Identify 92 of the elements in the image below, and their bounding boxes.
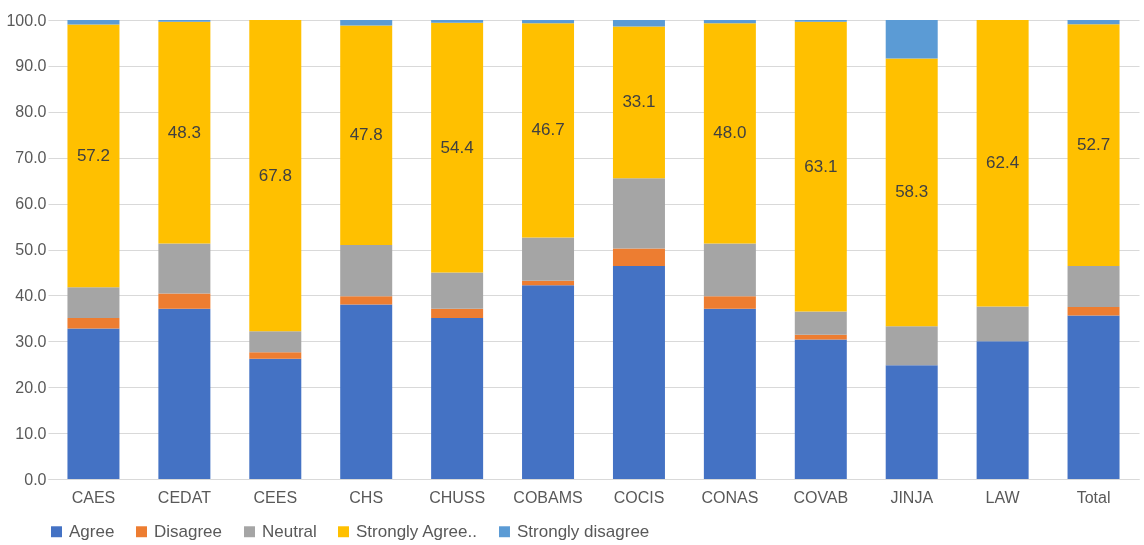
x-tick-label: CHUSS [429, 488, 486, 506]
x-tick-label: CHS [349, 488, 384, 506]
bar [67, 20, 120, 25]
x-tick-label: COVAB [793, 488, 849, 506]
bar [522, 20, 575, 24]
data-label: 58.3 [895, 182, 929, 202]
data-label: 48.0 [713, 123, 747, 143]
data-label: 46.7 [531, 120, 565, 140]
bar [431, 317, 484, 479]
bar [340, 304, 393, 479]
data-label: 57.2 [76, 145, 111, 165]
bar [1067, 24, 1120, 267]
bar [340, 25, 393, 245]
bar [158, 308, 211, 479]
bar [522, 237, 575, 281]
legend-label: Strongly Agree.. [356, 521, 477, 541]
bar [158, 293, 211, 309]
bar [703, 296, 756, 309]
bar [794, 339, 847, 479]
data-label: 54.4 [440, 137, 474, 157]
bar [67, 287, 120, 318]
bar [67, 328, 120, 479]
y-tick-label: 60.0 [15, 195, 47, 213]
y-tick-label: 20.0 [15, 378, 47, 396]
bar [158, 243, 211, 294]
bar [703, 20, 756, 24]
bar [612, 266, 665, 479]
bar [340, 20, 393, 26]
x-tick-label: Total [1076, 488, 1111, 506]
x-tick-label: CEES [253, 488, 298, 506]
x-tick-label: CONAS [701, 488, 759, 506]
y-tick-label: 10.0 [15, 424, 47, 442]
bar [340, 296, 393, 305]
y-tick-label: 70.0 [15, 149, 47, 167]
bar [431, 20, 484, 23]
bar [612, 248, 665, 267]
y-tick-label: 100.0 [6, 11, 47, 29]
bar [249, 331, 302, 353]
bar [522, 285, 575, 479]
bar [1067, 266, 1120, 307]
data-label: 63.1 [804, 156, 838, 176]
bar [67, 24, 120, 288]
x-tick-label: CEDAT [157, 488, 212, 506]
data-label: 47.8 [349, 125, 383, 145]
bar [976, 20, 1029, 307]
bar [1067, 306, 1120, 316]
bar [340, 244, 393, 297]
legend-label: Neutral [262, 521, 317, 541]
bar [885, 326, 938, 366]
bar [1067, 20, 1120, 25]
bar [612, 178, 665, 249]
bar [431, 22, 484, 273]
bar [612, 26, 665, 179]
y-tick-label: 90.0 [15, 57, 47, 75]
bar [431, 272, 484, 309]
x-tick-label: LAW [985, 488, 1021, 506]
bar [703, 23, 756, 244]
data-label: 52.7 [1076, 135, 1111, 155]
bar [249, 20, 302, 332]
x-tick-label: COCIS [613, 488, 665, 506]
bar [158, 21, 211, 244]
y-tick-label: 80.0 [15, 103, 47, 121]
bar [522, 23, 575, 238]
bar [885, 58, 938, 327]
data-label: 48.3 [167, 122, 201, 142]
y-tick-label: 40.0 [15, 286, 47, 304]
y-tick-label: 0.0 [24, 470, 47, 488]
bar [249, 358, 302, 479]
bar [976, 341, 1029, 479]
y-tick-label: 30.0 [15, 332, 47, 350]
bar [249, 352, 302, 359]
bar [612, 20, 665, 27]
data-label: 62.4 [986, 153, 1020, 173]
legend-label: Agree [69, 521, 115, 541]
bar [794, 21, 847, 312]
bar [1067, 315, 1120, 479]
x-tick-label: CAES [71, 488, 116, 506]
bar [885, 20, 938, 59]
legend-label: Strongly disagree [517, 521, 650, 541]
y-tick-label: 50.0 [15, 241, 47, 258]
bar [976, 306, 1029, 342]
bar [703, 308, 756, 479]
bar [431, 308, 484, 318]
legend-label: Disagree [154, 521, 223, 541]
data-label: 67.8 [258, 165, 292, 185]
x-tick-label: JINJA [890, 488, 934, 506]
x-tick-label: COBAMS [513, 488, 583, 506]
bar [67, 317, 120, 329]
bar [885, 365, 938, 479]
bar [794, 311, 847, 335]
bar [703, 243, 756, 297]
data-label: 33.1 [622, 92, 656, 112]
